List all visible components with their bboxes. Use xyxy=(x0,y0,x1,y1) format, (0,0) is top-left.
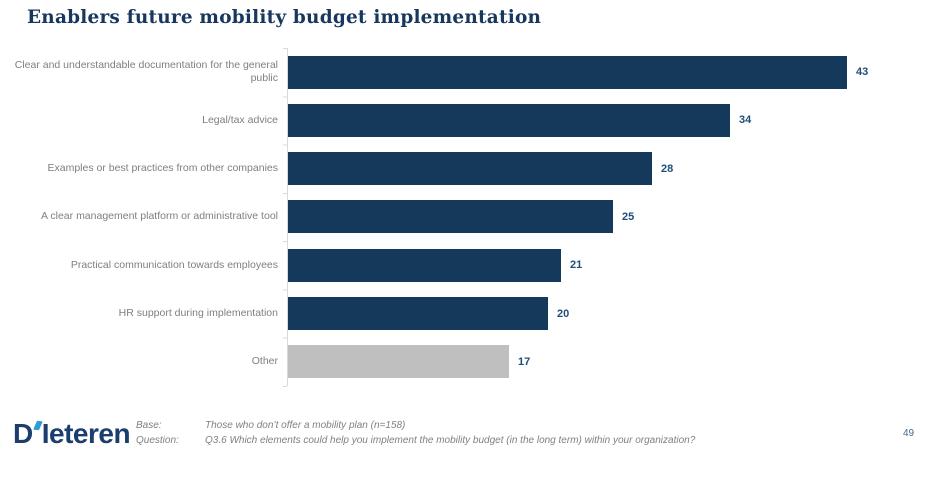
bar-track: 21 xyxy=(288,248,938,282)
category-label: Other xyxy=(251,355,278,368)
y-axis-line xyxy=(287,48,288,386)
footer-note-value: Q3.6 Which elements could help you imple… xyxy=(205,434,696,446)
category-label: Legal/tax advice xyxy=(202,113,278,126)
bar xyxy=(288,55,847,89)
footer-note-label: Base: xyxy=(136,420,162,431)
footer-note-label: Question: xyxy=(136,434,179,446)
bar-track: 34 xyxy=(288,103,938,137)
chart-rows: Clear and understandable documentation f… xyxy=(0,48,938,386)
logo-letter-d: D xyxy=(13,418,33,449)
category-label: A clear management platform or administr… xyxy=(41,210,278,223)
value-label: 20 xyxy=(557,307,570,320)
bar xyxy=(288,345,509,379)
category-label: Practical communication towards employee… xyxy=(70,258,278,271)
chart-row: Clear and understandable documentation f… xyxy=(0,48,938,96)
chart-row: Legal/tax advice 34 xyxy=(0,96,938,144)
category-label: HR support during implementation xyxy=(118,307,278,320)
chart-row: A clear management platform or administr… xyxy=(0,193,938,241)
chart-row: HR support during implementation 20 xyxy=(0,289,938,337)
category-label: Clear and understandable documentation f… xyxy=(14,59,278,85)
bar xyxy=(288,297,548,331)
value-label: 43 xyxy=(856,66,869,79)
chart-row: Practical communication towards employee… xyxy=(0,241,938,289)
chart-row: Other 17 xyxy=(0,338,938,386)
footer-note-value: Those who don’t offer a mobility plan (n… xyxy=(205,420,406,431)
dieteren-logo: D Ieteren xyxy=(13,418,131,452)
chart-row: Examples or best practices from other co… xyxy=(0,145,938,193)
bar-track: 20 xyxy=(288,297,938,331)
page-title: Enablers future mobility budget implemen… xyxy=(27,7,542,28)
bar xyxy=(288,152,652,186)
value-label: 28 xyxy=(661,162,674,175)
page-number: 49 xyxy=(903,428,915,439)
y-axis-ticks xyxy=(283,48,287,387)
value-label: 25 xyxy=(622,210,635,223)
footer-notes: Base: Those who don’t offer a mobility pl… xyxy=(136,419,695,448)
value-label: 17 xyxy=(518,355,531,368)
bar-track: 43 xyxy=(288,55,938,89)
bar-track: 17 xyxy=(288,345,938,379)
bar xyxy=(288,103,730,137)
value-label: 21 xyxy=(570,259,583,272)
bar-track: 25 xyxy=(288,200,938,234)
value-label: 34 xyxy=(739,114,752,127)
category-label: Examples or best practices from other co… xyxy=(47,162,278,175)
bar xyxy=(288,200,613,234)
bar-track: 28 xyxy=(288,152,938,186)
bar xyxy=(288,248,561,282)
bar-chart: Clear and understandable documentation f… xyxy=(0,48,938,387)
logo-text: Ieteren xyxy=(41,418,131,449)
